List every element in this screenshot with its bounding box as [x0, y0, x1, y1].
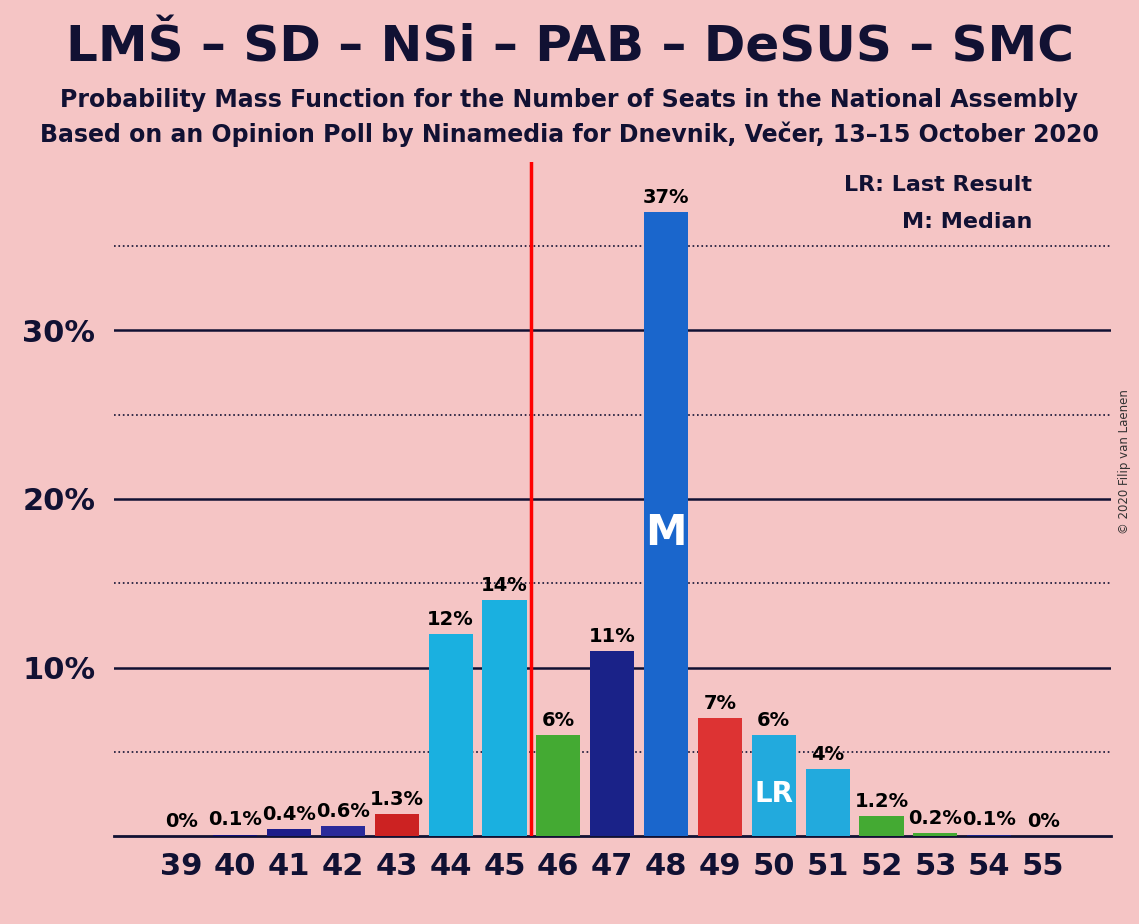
Text: 4%: 4% — [811, 745, 844, 764]
Text: 37%: 37% — [642, 188, 689, 207]
Text: 0.2%: 0.2% — [909, 808, 962, 828]
Text: 11%: 11% — [589, 626, 636, 646]
Text: 0.6%: 0.6% — [316, 802, 370, 821]
Bar — [805, 769, 850, 836]
Bar — [375, 814, 419, 836]
Bar — [698, 718, 741, 836]
Bar — [483, 601, 526, 836]
Text: © 2020 Filip van Laenen: © 2020 Filip van Laenen — [1118, 390, 1131, 534]
Text: 12%: 12% — [427, 610, 474, 629]
Text: LMŠ – SD – NSi – PAB – DeSUS – SMC: LMŠ – SD – NSi – PAB – DeSUS – SMC — [66, 23, 1073, 71]
Bar — [967, 834, 1011, 836]
Text: 0.4%: 0.4% — [262, 806, 316, 824]
Text: Based on an Opinion Poll by Ninamedia for Dnevnik, Večer, 13–15 October 2020: Based on an Opinion Poll by Ninamedia fo… — [40, 122, 1099, 148]
Text: 0%: 0% — [1026, 812, 1059, 832]
Bar — [913, 833, 958, 836]
Text: 14%: 14% — [481, 576, 527, 595]
Text: LR: LR — [754, 780, 793, 808]
Text: 0.1%: 0.1% — [208, 810, 262, 830]
Bar — [428, 634, 473, 836]
Bar — [213, 834, 257, 836]
Text: 7%: 7% — [704, 694, 737, 713]
Bar — [860, 816, 903, 836]
Text: Probability Mass Function for the Number of Seats in the National Assembly: Probability Mass Function for the Number… — [60, 88, 1079, 112]
Text: 6%: 6% — [757, 711, 790, 730]
Bar — [321, 826, 364, 836]
Text: M: Median: M: Median — [902, 213, 1032, 232]
Bar — [267, 830, 311, 836]
Bar — [590, 650, 634, 836]
Bar — [536, 736, 581, 836]
Text: 0.1%: 0.1% — [962, 810, 1016, 830]
Bar — [644, 213, 688, 836]
Text: 1.2%: 1.2% — [854, 792, 909, 811]
Text: 0%: 0% — [165, 812, 198, 832]
Text: M: M — [646, 512, 687, 553]
Text: 6%: 6% — [542, 711, 575, 730]
Bar — [752, 736, 796, 836]
Text: LR: Last Result: LR: Last Result — [844, 176, 1032, 195]
Text: 1.3%: 1.3% — [370, 790, 424, 809]
